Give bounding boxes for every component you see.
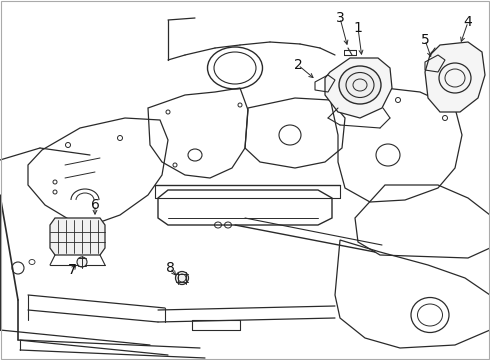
- Ellipse shape: [77, 257, 87, 267]
- Ellipse shape: [339, 66, 381, 104]
- Text: 7: 7: [68, 263, 76, 277]
- Text: 6: 6: [91, 198, 99, 212]
- Text: 4: 4: [464, 15, 472, 29]
- Text: 2: 2: [294, 58, 302, 72]
- Text: 5: 5: [420, 33, 429, 47]
- Polygon shape: [425, 42, 485, 112]
- Text: 3: 3: [336, 11, 344, 25]
- Ellipse shape: [175, 271, 189, 284]
- Text: 8: 8: [166, 261, 174, 275]
- Polygon shape: [50, 218, 105, 255]
- Text: 1: 1: [354, 21, 363, 35]
- Polygon shape: [325, 58, 392, 118]
